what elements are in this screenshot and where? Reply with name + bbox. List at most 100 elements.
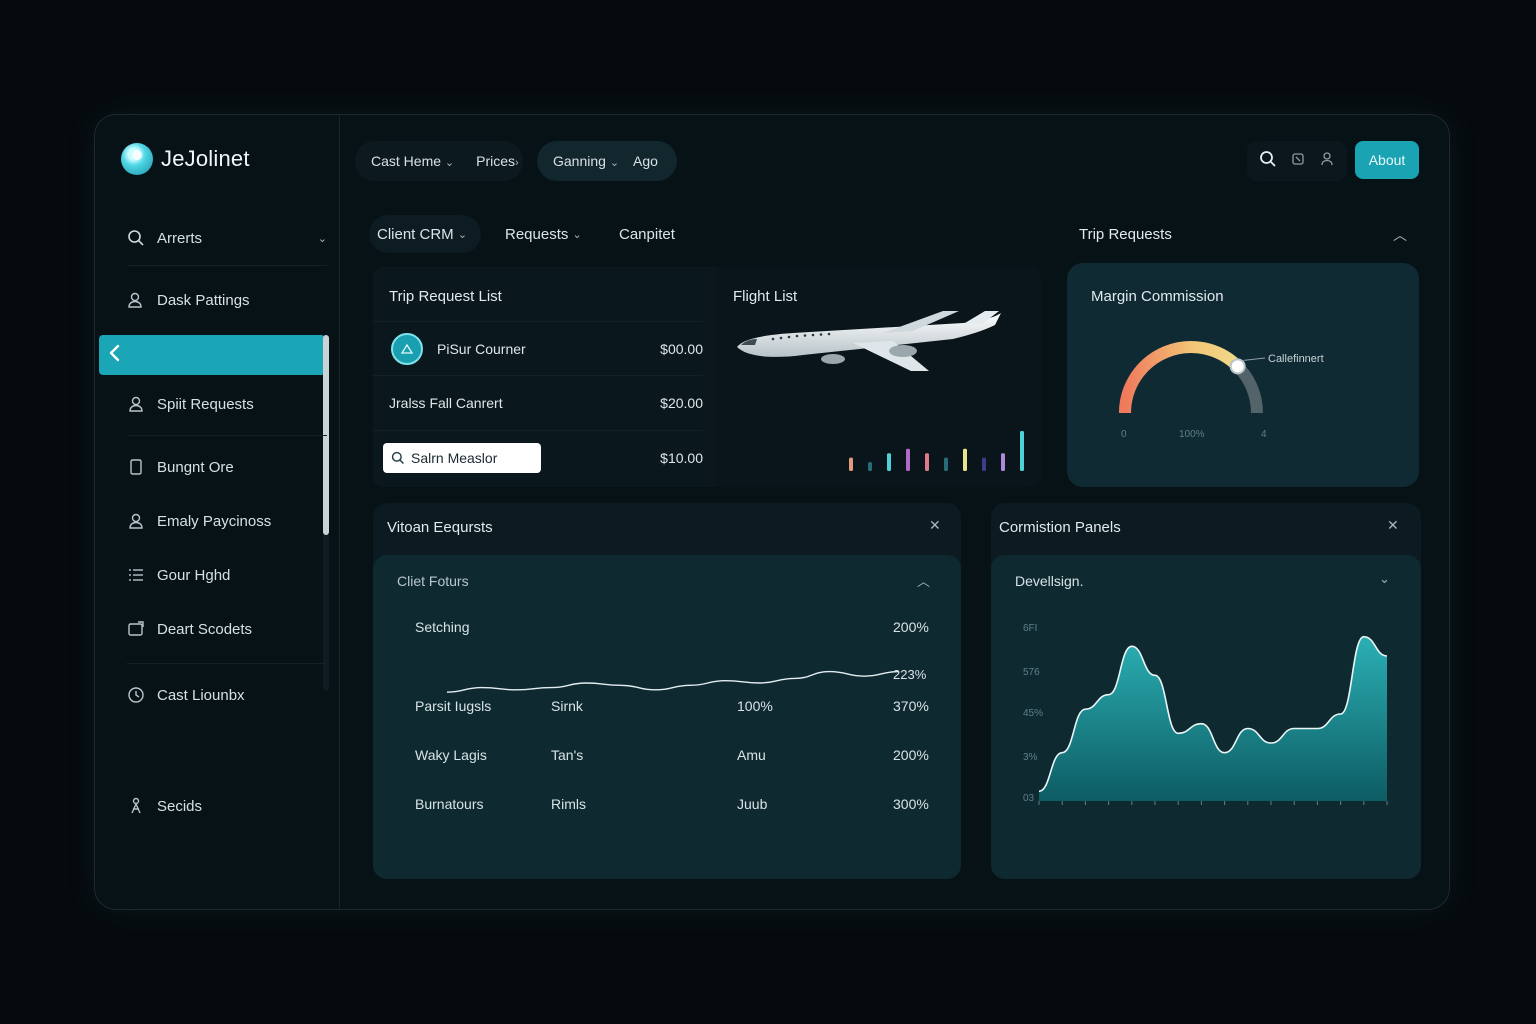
sidebar-item-emaly-paycinoss[interactable]: Emaly Paycinoss [127,503,327,539]
sidebar-item-desk-pattings[interactable]: Dask Pattings [127,282,327,318]
app-name: JeJolinet [161,146,250,171]
user-icon [127,512,145,530]
table-cell: Waky Lagis [415,747,487,763]
tab-canpitet[interactable]: Canpitet [619,225,675,243]
sidebar-item-label: Spiit Requests [157,395,254,413]
filter-ago[interactable]: Ago [633,153,658,169]
brand[interactable]: JeJolinet [121,143,250,175]
area-chart: 6FI 576 45% 3% 03 [1023,623,1388,805]
table-cell: Juub [737,796,768,812]
margin-commission-title: Margin Commission [1091,288,1224,305]
commission-gauge: Callefinnert 0 100% 4 [1119,341,1324,440]
row-name: PiSur Courner [437,340,526,357]
area-series-line [1038,635,1388,793]
user-lock-icon [127,291,145,309]
sparkline-bar-chart [849,431,1024,471]
notifications-icon[interactable] [1290,151,1306,172]
table-cell: 223% [893,667,927,682]
gauge-handle[interactable] [1229,358,1246,375]
table-row[interactable]: Jralss Fall Canrert $20.00 [373,375,703,429]
table-row[interactable]: Salrn Measlor $10.00 [373,430,703,484]
sidebar-item-split-requests[interactable]: Spiit Requests [127,386,327,422]
airplane-image [737,311,1001,371]
sparkline-bar [1020,431,1024,471]
divider [127,265,327,266]
search-icon [127,229,145,247]
clock-icon [127,686,145,704]
commission-section: Devellsign. ⌄ 6FI 576 45% 3% 03 [991,555,1421,879]
sidebar-item-deart-scodets[interactable]: Deart Scodets [127,611,327,647]
y-tick-label: 03 [1023,793,1035,804]
y-tick-label: 576 [1023,667,1040,678]
sparkline-bar [906,448,910,471]
table-cell: 370% [893,698,929,714]
row-amount: $00.00 [660,340,703,357]
avatar [391,332,423,365]
vitan-section: Cliet Foturs ︿ Setching 200% 223% Parsit… [373,555,961,879]
vitan-eqursts-panel: Vitoan Eeqursts ✕ Cliet Foturs ︿ Setchin… [373,503,961,879]
close-icon[interactable]: ✕ [1387,517,1399,533]
trip-request-list-title: Trip Request List [389,288,502,305]
table-cell: Sirnk [551,698,583,714]
sidebar-collapse-button[interactable] [99,335,325,375]
chevron-left-icon [107,344,123,367]
search-input[interactable]: Salrn Measlor [383,442,541,473]
gauge-scale-min: 0 [1121,429,1127,440]
table-row[interactable]: PiSur Courner $00.00 [373,321,703,375]
chevron-up-icon[interactable]: ︿ [1393,227,1407,243]
vitan-eqursts-title: Vitoan Eeqursts [387,519,493,536]
chevron-down-icon[interactable]: ⌄ [1379,571,1390,586]
app-window: JeJolinet Arrerts ⌄ Dask Pattings [94,114,1450,910]
filter-pill: Ganning ⌄ Ago [537,141,677,181]
breadcrumb-item-cast-heme[interactable]: Cast Heme ⌄ [371,153,455,169]
sidebar-item-cast-liounbx[interactable]: Cast Liounbx [127,677,327,713]
table-cell: Amu [737,747,766,763]
flight-list-title: Flight List [733,288,798,305]
table-cell: Burnatours [415,796,484,812]
y-tick-label: 45% [1023,708,1043,719]
about-button[interactable]: About [1355,141,1419,179]
sidebar-item-alerts[interactable]: Arrerts ⌄ [127,220,327,256]
table-cell: 200% [893,619,929,635]
tab-requests[interactable]: Requests ⌄ [505,225,582,243]
tab-client-crm[interactable]: Client CRM ⌄ [369,215,481,253]
table-cell: 300% [893,796,929,812]
table-cell: 100% [737,698,773,714]
sidebar: JeJolinet Arrerts ⌄ Dask Pattings [95,115,340,909]
breadcrumb-item-prices[interactable]: Prices› [476,153,519,169]
sparkline-bar [868,462,872,471]
search-icon [391,451,404,464]
sidebar-item-gour-hghd[interactable]: Gour Hghd [127,557,327,593]
table-cell: Rimls [551,796,586,812]
sidebar-item-label: Cast Liounbx [157,686,245,704]
sidebar-item-label: Emaly Paycinoss [157,512,272,530]
row-amount: $10.00 [660,449,703,466]
logo-icon [121,143,153,175]
user-icon [127,395,145,413]
sparkline-bar [1001,453,1005,471]
trend-line [446,670,900,693]
gauge-fill [1119,341,1242,414]
table-cell: Parsit Iugsls [415,698,492,714]
commission-panels-title: Cormistion Panels [999,519,1121,536]
table-cell: Tan's [551,747,584,763]
filter-ganning-dropdown[interactable]: Ganning ⌄ [553,153,620,169]
sidebar-item-label: Deart Scodets [157,620,253,638]
list-icon [127,566,145,584]
y-tick-label: 3% [1023,752,1038,763]
sidebar-item-secids[interactable]: Secids [127,788,327,824]
search-icon[interactable] [1259,150,1277,173]
divider [127,435,327,436]
sidebar-item-label: Bungnt Ore [157,458,234,476]
sparkline-bar [925,453,929,471]
table-cell: Setching [415,619,470,635]
sidebar-item-label: Secids [157,797,203,815]
user-icon[interactable] [1319,151,1335,172]
y-tick-label: 6FI [1023,623,1037,634]
message-icon [127,620,145,638]
sparkline-bar [849,457,853,471]
close-icon[interactable]: ✕ [929,517,941,533]
sidebar-item-bungnt-ore[interactable]: Bungnt Ore [127,449,327,485]
chevron-up-icon[interactable]: ︿ [917,574,931,589]
breadcrumb: Cast Heme ⌄ Prices› [355,141,523,181]
